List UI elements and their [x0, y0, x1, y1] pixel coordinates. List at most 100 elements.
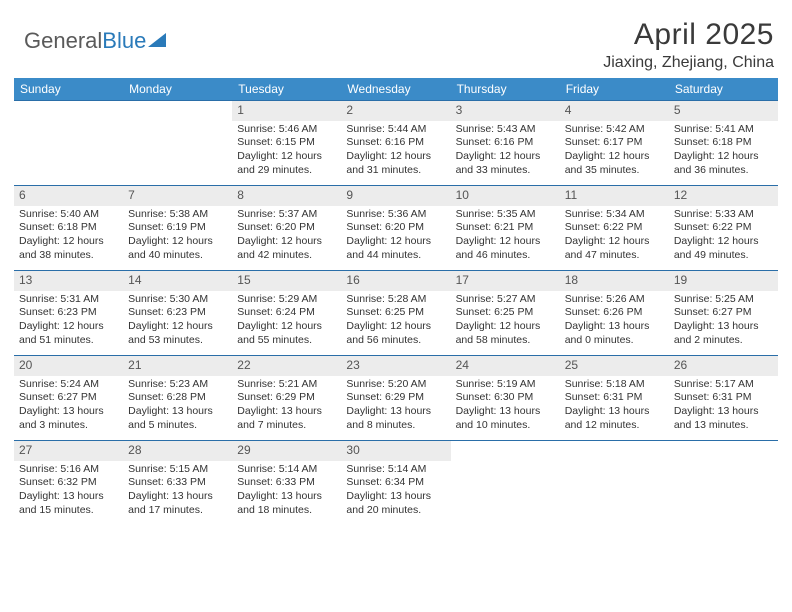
day-number: 13 [19, 273, 32, 287]
day-number-row: 23 [341, 356, 450, 376]
day-number: 3 [456, 103, 463, 117]
sunset-line: Sunset: 6:31 PM [565, 391, 664, 405]
day-number: 8 [237, 188, 244, 202]
day-cell: 4Sunrise: 5:42 AMSunset: 6:17 PMDaylight… [560, 101, 669, 185]
daylight-line: Daylight: 12 hours and 33 minutes. [456, 150, 555, 177]
day-number: 12 [674, 188, 687, 202]
day-number-row: 18 [560, 271, 669, 291]
day-cell-empty [123, 101, 232, 185]
day-cell: 24Sunrise: 5:19 AMSunset: 6:30 PMDayligh… [451, 356, 560, 440]
day-cell: 23Sunrise: 5:20 AMSunset: 6:29 PMDayligh… [341, 356, 450, 440]
header: GeneralBlue April 2025 Jiaxing, Zhejiang… [14, 18, 778, 72]
day-cell: 21Sunrise: 5:23 AMSunset: 6:28 PMDayligh… [123, 356, 232, 440]
day-number: 25 [565, 358, 578, 372]
sunset-line: Sunset: 6:24 PM [237, 306, 336, 320]
daylight-line: Daylight: 12 hours and 47 minutes. [565, 235, 664, 262]
day-cell: 10Sunrise: 5:35 AMSunset: 6:21 PMDayligh… [451, 186, 560, 270]
daylight-line: Daylight: 12 hours and 31 minutes. [346, 150, 445, 177]
week-row: 13Sunrise: 5:31 AMSunset: 6:23 PMDayligh… [14, 270, 778, 355]
weekday-header: Friday [560, 78, 669, 100]
sunrise-line: Sunrise: 5:33 AM [674, 208, 773, 222]
daylight-line: Daylight: 12 hours and 46 minutes. [456, 235, 555, 262]
sunrise-line: Sunrise: 5:30 AM [128, 293, 227, 307]
day-number: 11 [565, 188, 577, 202]
sunrise-line: Sunrise: 5:19 AM [456, 378, 555, 392]
sunset-line: Sunset: 6:21 PM [456, 221, 555, 235]
daylight-line: Daylight: 13 hours and 8 minutes. [346, 405, 445, 432]
sunset-line: Sunset: 6:31 PM [674, 391, 773, 405]
day-number-row: 8 [232, 186, 341, 206]
sunrise-line: Sunrise: 5:26 AM [565, 293, 664, 307]
day-cell: 3Sunrise: 5:43 AMSunset: 6:16 PMDaylight… [451, 101, 560, 185]
weekday-header: Monday [123, 78, 232, 100]
day-number-row: 28 [123, 441, 232, 461]
day-cell: 22Sunrise: 5:21 AMSunset: 6:29 PMDayligh… [232, 356, 341, 440]
logo-word-2: Blue [102, 28, 146, 53]
day-cell: 12Sunrise: 5:33 AMSunset: 6:22 PMDayligh… [669, 186, 778, 270]
day-number-row: 16 [341, 271, 450, 291]
day-cell: 18Sunrise: 5:26 AMSunset: 6:26 PMDayligh… [560, 271, 669, 355]
day-number: 9 [346, 188, 353, 202]
day-number: 14 [128, 273, 141, 287]
day-number: 15 [237, 273, 250, 287]
page: GeneralBlue April 2025 Jiaxing, Zhejiang… [0, 0, 792, 525]
day-number-row: 15 [232, 271, 341, 291]
day-cell: 17Sunrise: 5:27 AMSunset: 6:25 PMDayligh… [451, 271, 560, 355]
daylight-line: Daylight: 13 hours and 7 minutes. [237, 405, 336, 432]
day-number-row: 30 [341, 441, 450, 461]
week-row: 20Sunrise: 5:24 AMSunset: 6:27 PMDayligh… [14, 355, 778, 440]
day-cell: 16Sunrise: 5:28 AMSunset: 6:25 PMDayligh… [341, 271, 450, 355]
sunset-line: Sunset: 6:33 PM [128, 476, 227, 490]
day-number-row: 13 [14, 271, 123, 291]
day-cell: 13Sunrise: 5:31 AMSunset: 6:23 PMDayligh… [14, 271, 123, 355]
sunset-line: Sunset: 6:17 PM [565, 136, 664, 150]
sunset-line: Sunset: 6:15 PM [237, 136, 336, 150]
day-cell: 14Sunrise: 5:30 AMSunset: 6:23 PMDayligh… [123, 271, 232, 355]
day-cell-empty [451, 441, 560, 525]
day-cell: 15 Sunrise: 5:29 AMSunset: 6:24 PMDayligh… [232, 271, 341, 355]
sunset-line: Sunset: 6:22 PM [565, 221, 664, 235]
day-number: 24 [456, 358, 469, 372]
day-cell: 1Sunrise: 5:46 AMSunset: 6:15 PMDaylight… [232, 101, 341, 185]
day-number: 22 [237, 358, 250, 372]
day-number: 20 [19, 358, 32, 372]
day-cell: 7Sunrise: 5:38 AMSunset: 6:19 PMDaylight… [123, 186, 232, 270]
day-number-row: 5 [669, 101, 778, 121]
sunset-line: Sunset: 6:20 PM [237, 221, 336, 235]
sunrise-line: Sunrise: 5:14 AM [237, 463, 336, 477]
day-number: 16 [346, 273, 359, 287]
location-text: Jiaxing, Zhejiang, China [603, 54, 774, 72]
daylight-line: Daylight: 12 hours and 42 minutes. [237, 235, 336, 262]
sunrise-line: Sunrise: 5:18 AM [565, 378, 664, 392]
day-number-row: 1 [232, 101, 341, 121]
day-number-row: 24 [451, 356, 560, 376]
sunset-line: Sunset: 6:23 PM [128, 306, 227, 320]
sunrise-line: Sunrise: 5:44 AM [346, 123, 445, 137]
daylight-line: Daylight: 12 hours and 55 minutes. [237, 320, 336, 347]
day-number: 27 [19, 443, 32, 457]
daylight-line: Daylight: 13 hours and 20 minutes. [346, 490, 445, 517]
day-cell: 27Sunrise: 5:16 AMSunset: 6:32 PMDayligh… [14, 441, 123, 525]
day-number-row: 3 [451, 101, 560, 121]
day-cell: 25Sunrise: 5:18 AMSunset: 6:31 PMDayligh… [560, 356, 669, 440]
day-number: 28 [128, 443, 141, 457]
daylight-line: Daylight: 13 hours and 13 minutes. [674, 405, 773, 432]
sunrise-line: Sunrise: 5:38 AM [128, 208, 227, 222]
sunrise-line: Sunrise: 5:25 AM [674, 293, 773, 307]
sunset-line: Sunset: 6:32 PM [19, 476, 118, 490]
sunrise-line: Sunrise: 5:29 AM [237, 293, 336, 307]
day-number-row: 21 [123, 356, 232, 376]
daylight-line: Daylight: 13 hours and 3 minutes. [19, 405, 118, 432]
day-cell: 9Sunrise: 5:36 AMSunset: 6:20 PMDaylight… [341, 186, 450, 270]
sunset-line: Sunset: 6:28 PM [128, 391, 227, 405]
sunrise-line: Sunrise: 5:23 AM [128, 378, 227, 392]
day-number: 23 [346, 358, 359, 372]
day-number-row: 20 [14, 356, 123, 376]
day-number-row: 27 [14, 441, 123, 461]
day-number: 4 [565, 103, 572, 117]
calendar: SundayMondayTuesdayWednesdayThursdayFrid… [14, 78, 778, 525]
day-number: 19 [674, 273, 687, 287]
day-cell: 5Sunrise: 5:41 AMSunset: 6:18 PMDaylight… [669, 101, 778, 185]
day-number-row: 19 [669, 271, 778, 291]
sunset-line: Sunset: 6:16 PM [346, 136, 445, 150]
